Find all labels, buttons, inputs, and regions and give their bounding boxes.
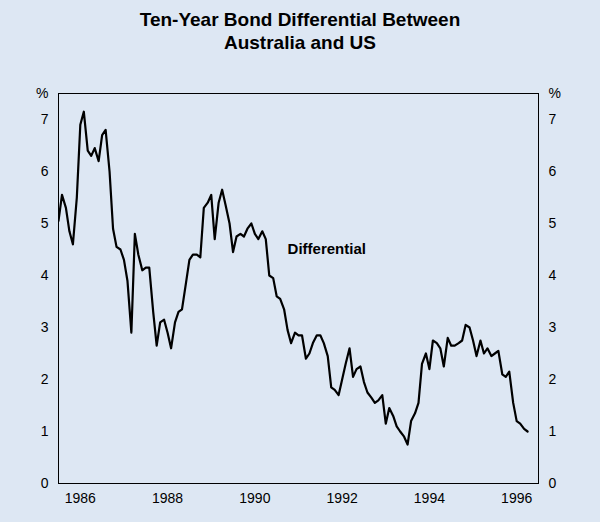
svg-text:5: 5	[549, 215, 557, 231]
svg-text:1: 1	[549, 423, 557, 439]
svg-text:4: 4	[549, 267, 557, 283]
svg-text:1994: 1994	[414, 490, 445, 506]
svg-text:2: 2	[41, 371, 49, 387]
svg-text:%: %	[549, 85, 561, 101]
svg-text:1988: 1988	[152, 490, 183, 506]
svg-text:5: 5	[41, 215, 49, 231]
svg-text:1990: 1990	[239, 490, 270, 506]
svg-text:1992: 1992	[327, 490, 358, 506]
svg-text:1996: 1996	[501, 490, 532, 506]
svg-text:0: 0	[549, 475, 557, 491]
svg-text:6: 6	[41, 163, 49, 179]
svg-text:3: 3	[41, 319, 49, 335]
svg-text:%: %	[36, 85, 48, 101]
svg-text:7: 7	[549, 111, 557, 127]
svg-text:6: 6	[549, 163, 557, 179]
svg-text:7: 7	[41, 111, 49, 127]
svg-text:1986: 1986	[65, 490, 96, 506]
svg-text:3: 3	[549, 319, 557, 335]
svg-text:1: 1	[41, 423, 49, 439]
svg-text:2: 2	[549, 371, 557, 387]
html-text:Ten-Year Bond Differential Bet: Ten-Year Bond Differential Between Austr…	[139, 9, 461, 53]
svg-text:4: 4	[41, 267, 49, 283]
svg-text:Differential: Differential	[288, 240, 366, 257]
svg-text:0: 0	[41, 475, 49, 491]
